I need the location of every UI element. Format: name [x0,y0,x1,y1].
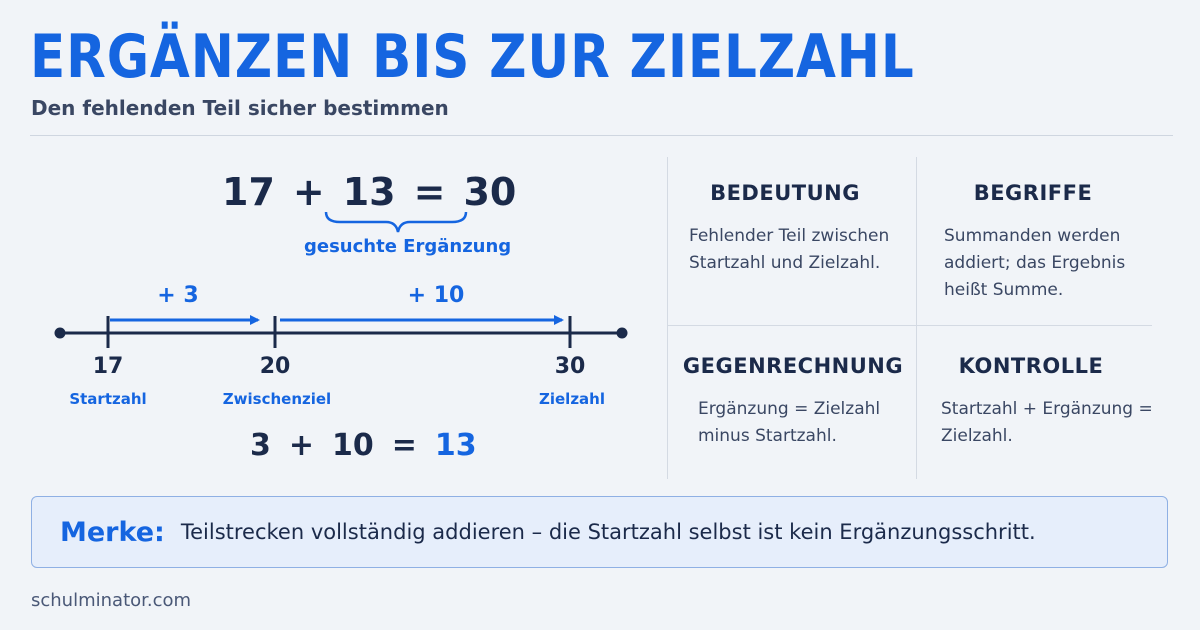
card-title: KONTROLLE [958,354,1104,378]
step-label-2: + 10 [407,283,465,308]
card-bedeutung: BEDEUTUNG Fehlender Teil zwischen Startz… [660,181,910,277]
step-label-1: + 3 [157,283,199,308]
main-equation: 17 + 13 = 30 [222,170,516,214]
merke-label: Merke: [60,516,165,548]
page-title: ERGÄNZEN BIS ZUR ZIELZAHL [30,22,915,92]
sum-step-2: 10 [332,428,374,463]
card-text: Startzahl + Ergänzung = Zielzahl. [941,399,1153,446]
card-text: Summanden werden addiert; das Ergebnis h… [944,226,1126,300]
card-text: Ergänzung = Zielzahl minus Startzahl. [698,399,881,446]
number-line-start-dot [54,327,66,339]
sum-result: 13 [434,428,477,463]
brace-label: gesuchte Ergänzung [304,236,512,257]
curly-brace [324,211,468,233]
point-value-intermediate: 20 [259,354,291,379]
eq-target: 30 [463,170,517,214]
merke-text: Teilstrecken vollständig addieren – die … [180,520,1036,544]
card-title: GEGENRECHNUNG [682,354,904,378]
eq-addend: 13 [342,170,396,214]
grid-divider-left [667,157,668,479]
point-name-intermediate: Zwischenziel [222,390,332,408]
step-sum-equation: 3 + 10 = 13 [250,428,477,463]
card-title: BEDEUTUNG [710,181,860,205]
card-gegenrechnung: GEGENRECHNUNG Ergänzung = Zielzahl minus… [668,354,918,450]
footer-source: schulminator.com [31,590,192,611]
eq-plus: + [292,170,325,214]
card-text: Fehlender Teil zwischen Startzahl und Zi… [689,226,890,273]
header-divider [30,135,1173,136]
card-title: BEGRIFFE [973,181,1093,205]
merke-box: Merke: Teilstrecken vollständig addieren… [31,496,1168,568]
point-name-start: Startzahl [69,390,147,408]
page-subtitle: Den fehlenden Teil sicher bestimmen [31,96,449,120]
number-line-diagram [54,211,628,348]
eq-start: 17 [222,170,275,214]
sum-equals: = [391,428,417,463]
eq-equals: = [413,170,446,214]
sum-plus: + [288,428,315,463]
card-begriffe: BEGRIFFE Summanden werden addiert; das E… [908,181,1158,304]
point-value-target: 30 [554,354,586,379]
point-value-start: 17 [92,354,124,379]
point-name-target: Zielzahl [538,390,606,408]
sum-step-1: 3 [250,428,271,463]
grid-divider-horizontal [668,325,1152,326]
card-kontrolle: KONTROLLE Startzahl + Ergänzung = Zielza… [906,354,1156,450]
grid-divider-middle [916,157,917,479]
number-line-end-dot [616,327,628,339]
